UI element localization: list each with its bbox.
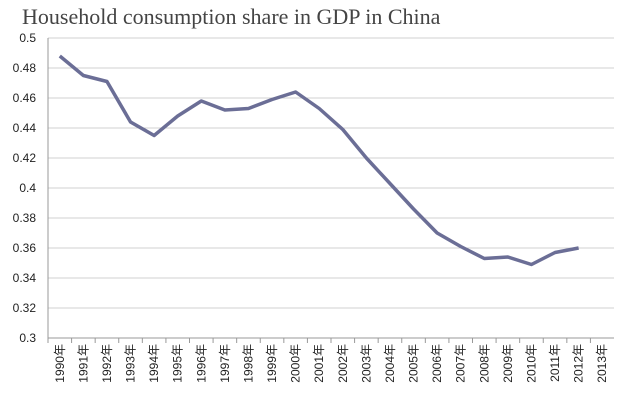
x-tick-label: 1990年 xyxy=(53,344,67,383)
chart-title: Household consumption share in GDP in Ch… xyxy=(22,4,441,29)
data-line xyxy=(58,54,579,267)
y-tick-label: 0.4 xyxy=(19,181,36,195)
x-tick-label: 1999年 xyxy=(265,344,279,383)
y-tick-label: 0.34 xyxy=(13,271,37,285)
x-tick-label: 1998年 xyxy=(241,344,255,383)
y-tick-label: 0.36 xyxy=(13,241,37,255)
x-tick-label: 2001年 xyxy=(312,344,326,383)
x-tick-label: 1994年 xyxy=(147,344,161,383)
x-tick-label: 2012年 xyxy=(572,344,586,383)
x-tick-label: 2004年 xyxy=(383,344,397,383)
y-tick-label: 0.44 xyxy=(13,121,37,135)
x-tick-label: 1996年 xyxy=(194,344,208,383)
x-tick-label: 2000年 xyxy=(289,344,303,383)
y-tick-label: 0.5 xyxy=(19,31,36,45)
x-tick-label: 2007年 xyxy=(454,344,468,383)
x-tick-label: 2002年 xyxy=(336,344,350,383)
y-tick-label: 0.38 xyxy=(13,211,37,225)
x-tick-label: 2011年 xyxy=(548,344,562,382)
x-tick-label: 2013年 xyxy=(595,344,609,383)
y-tick-label: 0.3 xyxy=(19,331,36,345)
x-tick-label: 2003年 xyxy=(359,344,373,383)
x-tick-label: 2006年 xyxy=(430,344,444,383)
x-tick-label: 1995年 xyxy=(171,344,185,383)
x-tick-label: 2010年 xyxy=(524,344,538,383)
x-tick-label: 1991年 xyxy=(76,344,90,383)
x-tick-label: 1997年 xyxy=(218,344,232,383)
x-tick-label: 1992年 xyxy=(100,344,114,383)
y-tick-label: 0.42 xyxy=(13,151,37,165)
x-tick-label: 2008年 xyxy=(477,344,491,383)
y-tick-label: 0.48 xyxy=(13,61,37,75)
x-tick-label: 1993年 xyxy=(124,344,138,383)
y-tick-label: 0.32 xyxy=(13,301,37,315)
x-tick-label: 2009年 xyxy=(501,344,515,383)
x-tick-label: 2005年 xyxy=(407,344,421,383)
y-tick-label: 0.46 xyxy=(13,91,37,105)
